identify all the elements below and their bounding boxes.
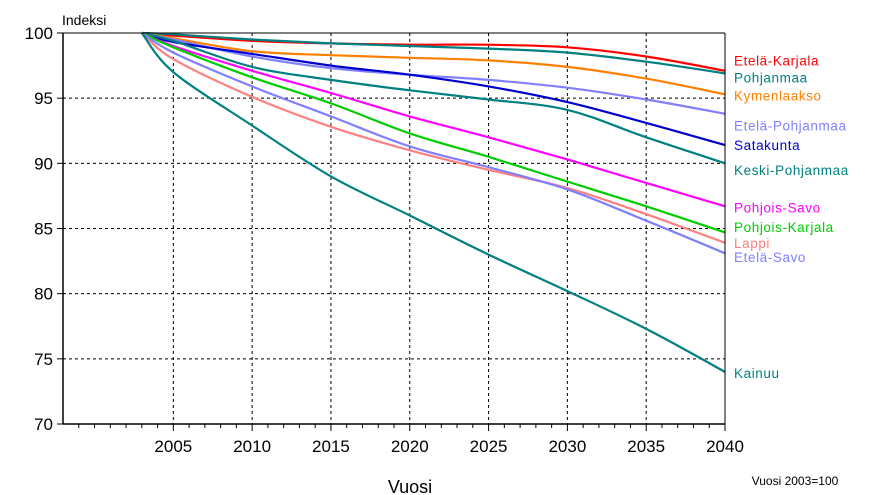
- series-label: Lappi: [734, 236, 770, 251]
- base-year-note: Vuosi 2003=100: [752, 474, 839, 488]
- series-line-keski-pohjanmaa: [141, 31, 726, 165]
- series-label: Pohjois-Karjala: [734, 220, 834, 235]
- series-label: Kainuu: [734, 366, 780, 381]
- y-tick-label: 80: [34, 285, 53, 304]
- series-label: Satakunta: [734, 138, 800, 153]
- x-tick-label: 2025: [470, 437, 508, 456]
- series-line-kainuu: [140, 32, 726, 373]
- y-tick-label: 90: [34, 154, 53, 173]
- grid-lines: [63, 32, 726, 424]
- y-tick-label: 100: [25, 24, 53, 43]
- series-line-satakunta: [141, 31, 726, 147]
- series-line-etel-savo: [141, 32, 726, 255]
- series-line-pohjanmaa: [141, 31, 726, 75]
- y-tick-label: 85: [34, 220, 53, 239]
- y-tick-label: 75: [34, 350, 53, 369]
- series-label: Etelä-Karjala: [734, 53, 819, 68]
- series-line-etel-karjala: [141, 31, 726, 72]
- series-label: Etelä-Pohjanmaa: [734, 119, 847, 134]
- series-lines: [140, 31, 726, 373]
- series-label: Pohjanmaa: [734, 70, 808, 85]
- x-tick-label: 2035: [627, 437, 665, 456]
- x-axis-label: Vuosi: [388, 477, 432, 495]
- x-tick-labels: 2005 2010 2015 2020 2025 2030 2035 2040: [154, 437, 743, 456]
- x-tick-label: 2030: [548, 437, 586, 456]
- x-tick-label: 2010: [233, 437, 271, 456]
- axes: [57, 32, 726, 431]
- x-tick-label: 2040: [706, 437, 744, 456]
- series-label: Etelä-Savo: [734, 250, 806, 265]
- series-line-pohjois-karjala: [141, 31, 726, 234]
- y-tick-label: 70: [34, 415, 53, 434]
- series-label: Pohjois-Savo: [734, 201, 821, 216]
- x-tick-label: 2005: [154, 437, 192, 456]
- x-tick-label: 2020: [391, 437, 429, 456]
- series-line-kymenlaakso: [141, 31, 726, 96]
- series-labels: Etelä-Karjala Pohjanmaa Kymenlaakso Etelä-P…: [734, 53, 849, 381]
- y-tick-labels: 70 75 80 85 90 95 100: [25, 24, 53, 434]
- y-axis-label: Indeksi: [62, 12, 106, 28]
- series-line-lappi: [141, 32, 726, 244]
- x-tick-label: 2015: [312, 437, 350, 456]
- series-line-pohjois-savo: [141, 31, 726, 208]
- y-tick-label: 95: [34, 89, 53, 108]
- series-label: Kymenlaakso: [734, 89, 822, 104]
- series-label: Keski-Pohjanmaa: [734, 163, 849, 178]
